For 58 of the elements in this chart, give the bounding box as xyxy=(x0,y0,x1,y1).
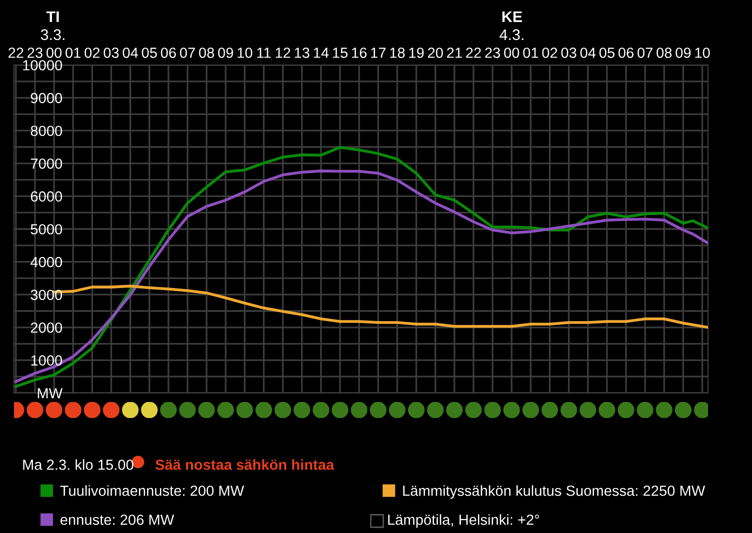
y-tick-label: 3000 xyxy=(30,290,62,300)
legend-label: ennuste: 206 MW xyxy=(60,514,174,525)
x-tick-label: 05 xyxy=(142,48,157,58)
text: Ma 2.3. klo 15.00 xyxy=(23,459,134,470)
x-tick-label: 04 xyxy=(122,48,138,58)
x-tick-label: 09 xyxy=(218,48,234,58)
x-tick-label: 13 xyxy=(294,48,310,58)
x-tick-label: 08 xyxy=(656,48,672,58)
x-tick-label: 06 xyxy=(160,48,176,58)
x-tick-label: 07 xyxy=(180,48,195,58)
text: 4.3. xyxy=(500,29,524,40)
x-tick-label: 03 xyxy=(104,48,119,58)
x-tick-label: 22 xyxy=(466,48,481,58)
legend-label: Tuulivoimaennuste: 200 MW xyxy=(60,485,244,496)
text: KE xyxy=(502,11,522,22)
x-tick-label: 00 xyxy=(504,48,520,58)
y-tick-label: 4000 xyxy=(30,256,62,268)
y-tick-label: MW xyxy=(38,388,63,398)
y-tick-label: 8000 xyxy=(30,126,62,136)
y-tick-label: 2000 xyxy=(30,322,62,333)
x-tick-label: 08 xyxy=(199,48,214,58)
y-tick-label: 6000 xyxy=(30,191,62,202)
x-tick-label: 10 xyxy=(695,48,710,58)
x-tick-label: 14 xyxy=(314,48,329,58)
y-tick-label: 9000 xyxy=(30,92,62,104)
x-tick-label: 07 xyxy=(638,48,652,58)
x-tick-label: 21 xyxy=(447,48,462,58)
x-tick-label: 15 xyxy=(333,48,348,58)
legend-label: Lämmityssähkön kulutus Suomessa: 2250 MW xyxy=(403,485,706,499)
x-tick-label: 04 xyxy=(580,48,596,58)
x-tick-label: 22 xyxy=(8,48,24,58)
y-tick-label: 5000 xyxy=(30,224,62,234)
x-tick-label: 16 xyxy=(352,48,367,58)
x-tick-label: 19 xyxy=(409,48,424,58)
x-tick-label: 23 xyxy=(28,48,42,58)
x-tick-label: 00 xyxy=(46,48,62,58)
x-tick-label: 02 xyxy=(542,48,558,58)
x-tick-label: 03 xyxy=(561,48,576,58)
x-tick-label: 20 xyxy=(428,48,443,58)
text: Lämpötila, Helsinki: +2° xyxy=(388,514,540,528)
x-tick-label: 12 xyxy=(276,48,290,58)
y-tick-label: 1000 xyxy=(31,355,62,366)
x-tick-label: 06 xyxy=(618,48,634,58)
x-tick-label: 05 xyxy=(599,48,614,58)
x-tick-label: 02 xyxy=(84,48,100,58)
y-tick-label: 7000 xyxy=(30,158,62,169)
text: Sää nostaa sähkön hintaa xyxy=(155,459,334,470)
x-tick-label: 23 xyxy=(485,48,500,58)
x-tick-label: 10 xyxy=(238,48,252,58)
x-tick-label: 09 xyxy=(676,48,691,58)
text: TI xyxy=(46,11,59,22)
x-tick-label: 17 xyxy=(371,48,386,58)
x-tick-label: 01 xyxy=(523,48,538,58)
x-tick-label: 11 xyxy=(257,48,271,58)
y-tick-label: 10000 xyxy=(23,60,62,70)
text: 3.3. xyxy=(40,29,64,40)
x-tick-label: 01 xyxy=(66,48,81,58)
x-tick-label: 18 xyxy=(390,48,405,58)
